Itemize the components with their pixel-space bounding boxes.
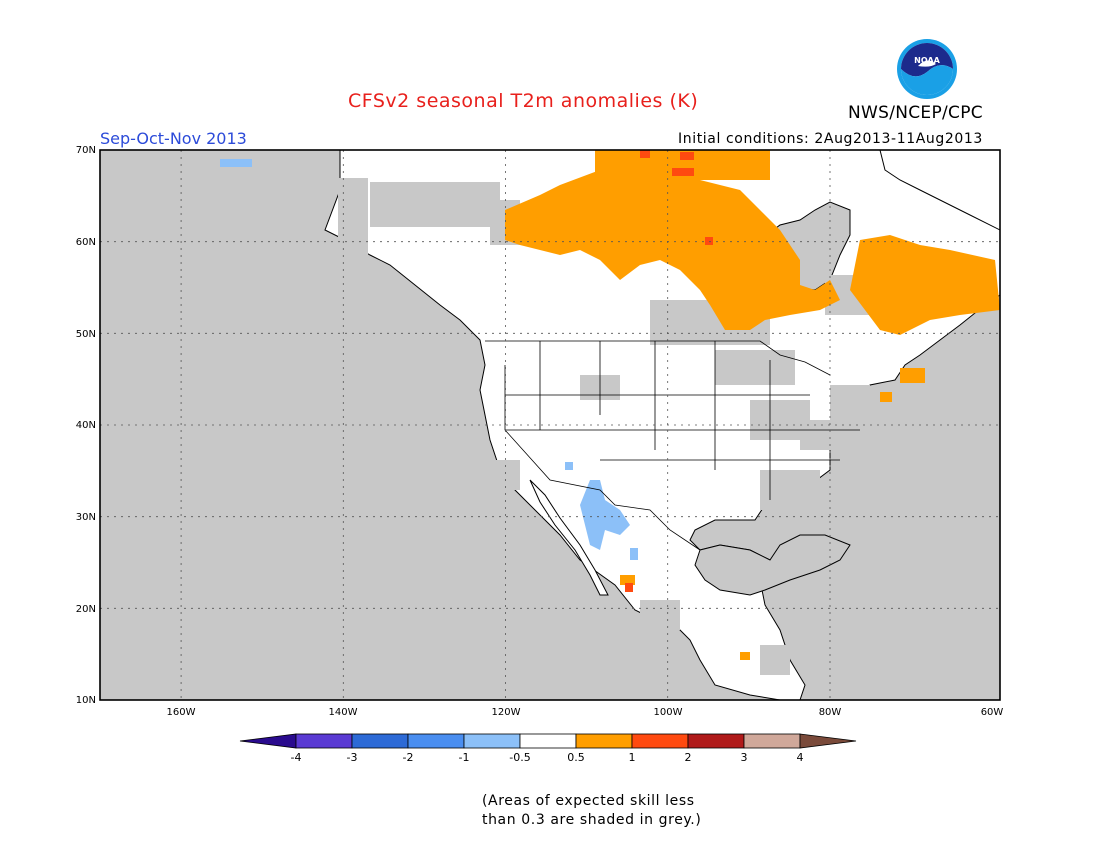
map-frame bbox=[99, 149, 1001, 701]
baja-peninsula bbox=[529, 479, 609, 596]
svg-text:NOAA: NOAA bbox=[914, 56, 940, 65]
legend-swatch bbox=[407, 733, 465, 749]
legend-tick-label: 4 bbox=[797, 751, 804, 764]
legend-tick-label: -1 bbox=[459, 751, 470, 764]
legend-tick-label: 0.5 bbox=[567, 751, 585, 764]
footnote: (Areas of expected skill less than 0.3 a… bbox=[482, 792, 701, 830]
strong-warm-cells bbox=[625, 150, 713, 592]
lon-label: 120W bbox=[492, 707, 521, 718]
lon-label: 100W bbox=[654, 707, 683, 718]
legend-swatch bbox=[575, 733, 633, 749]
lon-label: 160W bbox=[167, 707, 196, 718]
lat-label: 70N bbox=[76, 145, 96, 156]
lon-label: 60W bbox=[981, 707, 1004, 718]
gulf-of-mexico bbox=[694, 534, 851, 596]
lat-label: 10N bbox=[76, 695, 96, 706]
chart-title: CFSv2 seasonal T2m anomalies (K) bbox=[348, 90, 699, 112]
footnote-line-2: than 0.3 are shaded in grey.) bbox=[482, 812, 702, 828]
noaa-logo: NOAA bbox=[897, 39, 957, 99]
legend-swatch bbox=[743, 733, 801, 749]
lat-label: 40N bbox=[76, 420, 96, 431]
color-legend: -4 -3 -2 -1 -0.5 0.5 1 2 3 4 bbox=[239, 733, 857, 764]
lon-label: 80W bbox=[819, 707, 842, 718]
legend-tick-label: -0.5 bbox=[509, 751, 530, 764]
lat-label: 30N bbox=[76, 512, 96, 523]
initial-conditions-label: Initial conditions: 2Aug2013-11Aug2013 bbox=[678, 131, 983, 147]
graticule bbox=[100, 150, 1000, 700]
agency-label: NWS/NCEP/CPC bbox=[848, 103, 983, 123]
legend-arrow-low bbox=[239, 733, 297, 749]
legend-tick-label: 1 bbox=[629, 751, 636, 764]
legend-swatch bbox=[295, 733, 353, 749]
lat-label: 50N bbox=[76, 329, 96, 340]
legend-arrow-high bbox=[799, 733, 857, 749]
lat-label: 20N bbox=[76, 604, 96, 615]
legend-tick-label: -3 bbox=[347, 751, 358, 764]
footnote-line-1: (Areas of expected skill less bbox=[482, 793, 695, 809]
legend-tick-label: 2 bbox=[685, 751, 692, 764]
legend-swatch bbox=[519, 733, 577, 749]
legend-swatch bbox=[687, 733, 745, 749]
arctic-islands bbox=[879, 150, 1000, 231]
legend-tick-label: -4 bbox=[291, 751, 302, 764]
political-boundaries bbox=[485, 340, 860, 551]
legend-tick-label: 3 bbox=[741, 751, 748, 764]
legend-swatch bbox=[463, 733, 521, 749]
legend-swatch bbox=[631, 733, 689, 749]
lon-label: 140W bbox=[329, 707, 358, 718]
season-label: Sep-Oct-Nov 2013 bbox=[100, 129, 247, 148]
cool-anomaly-areas bbox=[220, 159, 638, 560]
lat-label: 60N bbox=[76, 237, 96, 248]
legend-tick-label: -2 bbox=[403, 751, 414, 764]
legend-swatch bbox=[351, 733, 409, 749]
anomaly-map: 70N 60N 50N 40N 30N 20N 10N 160W 140W 12… bbox=[76, 145, 1004, 718]
